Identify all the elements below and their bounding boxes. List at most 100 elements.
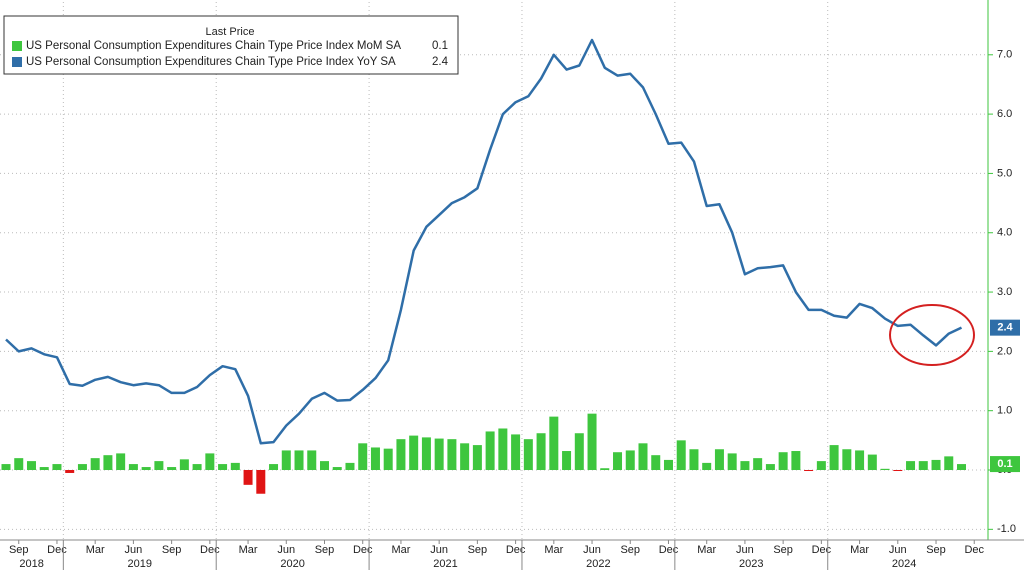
x-tick-label: Mar	[239, 544, 258, 556]
bar	[179, 459, 189, 471]
bar	[867, 454, 877, 471]
bar	[600, 468, 610, 471]
bar	[855, 450, 865, 471]
bar	[944, 456, 954, 471]
x-tick-label: Sep	[468, 544, 488, 556]
bar	[294, 450, 304, 471]
line	[5, 38, 963, 445]
bar	[332, 467, 342, 471]
bar	[523, 439, 533, 471]
legend-swatch	[12, 41, 22, 51]
bar	[574, 433, 584, 471]
x-tick-label: Dec	[200, 544, 220, 556]
y-tick-label: 5.0	[997, 167, 1012, 179]
y-tick-label: 6.0	[997, 108, 1012, 120]
bar	[269, 464, 279, 471]
bar	[154, 461, 164, 471]
bar	[141, 467, 151, 471]
highlight-circle	[889, 304, 975, 366]
grid	[0, 2, 988, 540]
x-tick-label: Dec	[964, 544, 984, 556]
x-tick-label: Sep	[9, 544, 29, 556]
bar	[842, 449, 852, 471]
bar	[702, 462, 712, 471]
y-tick-label: 4.0	[997, 227, 1012, 239]
bar	[511, 434, 521, 471]
bar	[880, 468, 890, 471]
bar	[230, 462, 240, 471]
x-tick-label: Mar	[697, 544, 716, 556]
x-tick-label: Sep	[773, 544, 793, 556]
legend-box	[3, 15, 459, 75]
bar	[434, 438, 444, 471]
bar	[281, 450, 291, 471]
bar	[26, 461, 36, 471]
bar	[829, 445, 839, 471]
bar	[587, 413, 597, 471]
year-label: 2021	[433, 558, 457, 570]
bar	[1, 464, 11, 471]
bar	[52, 464, 62, 471]
bar	[472, 445, 482, 471]
bar	[460, 443, 470, 471]
bar	[14, 458, 24, 471]
bar	[727, 453, 737, 471]
bar	[753, 458, 763, 471]
x-tick-label: Sep	[926, 544, 946, 556]
x-tick-label: Jun	[889, 544, 907, 556]
year-label: 2019	[128, 558, 152, 570]
bar	[651, 455, 661, 471]
last-value-label: 2.4	[997, 322, 1013, 334]
bar	[358, 443, 368, 471]
bar	[345, 462, 355, 471]
bar	[307, 450, 317, 471]
x-tick-label: Sep	[315, 544, 335, 556]
bar	[320, 461, 329, 471]
bar	[562, 451, 572, 471]
x-tick-label: Mar	[850, 544, 869, 556]
bar	[549, 416, 559, 471]
y-tick-label: 1.0	[997, 405, 1012, 417]
x-tick-label: Dec	[353, 544, 373, 556]
bar	[498, 428, 508, 471]
bar	[957, 464, 966, 471]
bar	[383, 448, 393, 471]
x-tick-label: Dec	[812, 544, 832, 556]
last-value-label: 0.1	[997, 458, 1012, 470]
bar	[918, 461, 928, 471]
year-label: 2023	[739, 558, 763, 570]
bar	[218, 464, 228, 471]
bar	[816, 461, 826, 471]
bar	[103, 455, 113, 471]
bar	[689, 449, 699, 471]
bar	[613, 452, 623, 471]
x-tick-label: Dec	[47, 544, 67, 556]
bar	[167, 467, 177, 471]
legend-label: US Personal Consumption Expenditures Cha…	[26, 40, 401, 52]
year-label: 2020	[280, 558, 304, 570]
bar	[243, 470, 253, 485]
x-tick-label: Sep	[162, 544, 182, 556]
bar	[409, 435, 419, 471]
bar	[765, 464, 775, 471]
bar	[116, 453, 126, 471]
bar	[778, 452, 788, 471]
bar	[370, 447, 380, 471]
bar	[128, 464, 138, 471]
bar	[90, 458, 100, 471]
x-tick-label: Mar	[544, 544, 563, 556]
bar	[791, 451, 801, 471]
y-tick-label: 2.0	[997, 345, 1012, 357]
bar	[676, 440, 686, 471]
bar	[421, 437, 431, 471]
bar	[663, 459, 673, 471]
bar	[906, 461, 916, 471]
legend: Last Price US Personal Consumption Expen…	[3, 15, 459, 75]
legend-swatch	[12, 57, 22, 67]
year-label: 2024	[892, 558, 916, 570]
legend-title: Last Price	[206, 26, 255, 38]
year-label: 2022	[586, 558, 610, 570]
x-tick-label: Dec	[506, 544, 526, 556]
